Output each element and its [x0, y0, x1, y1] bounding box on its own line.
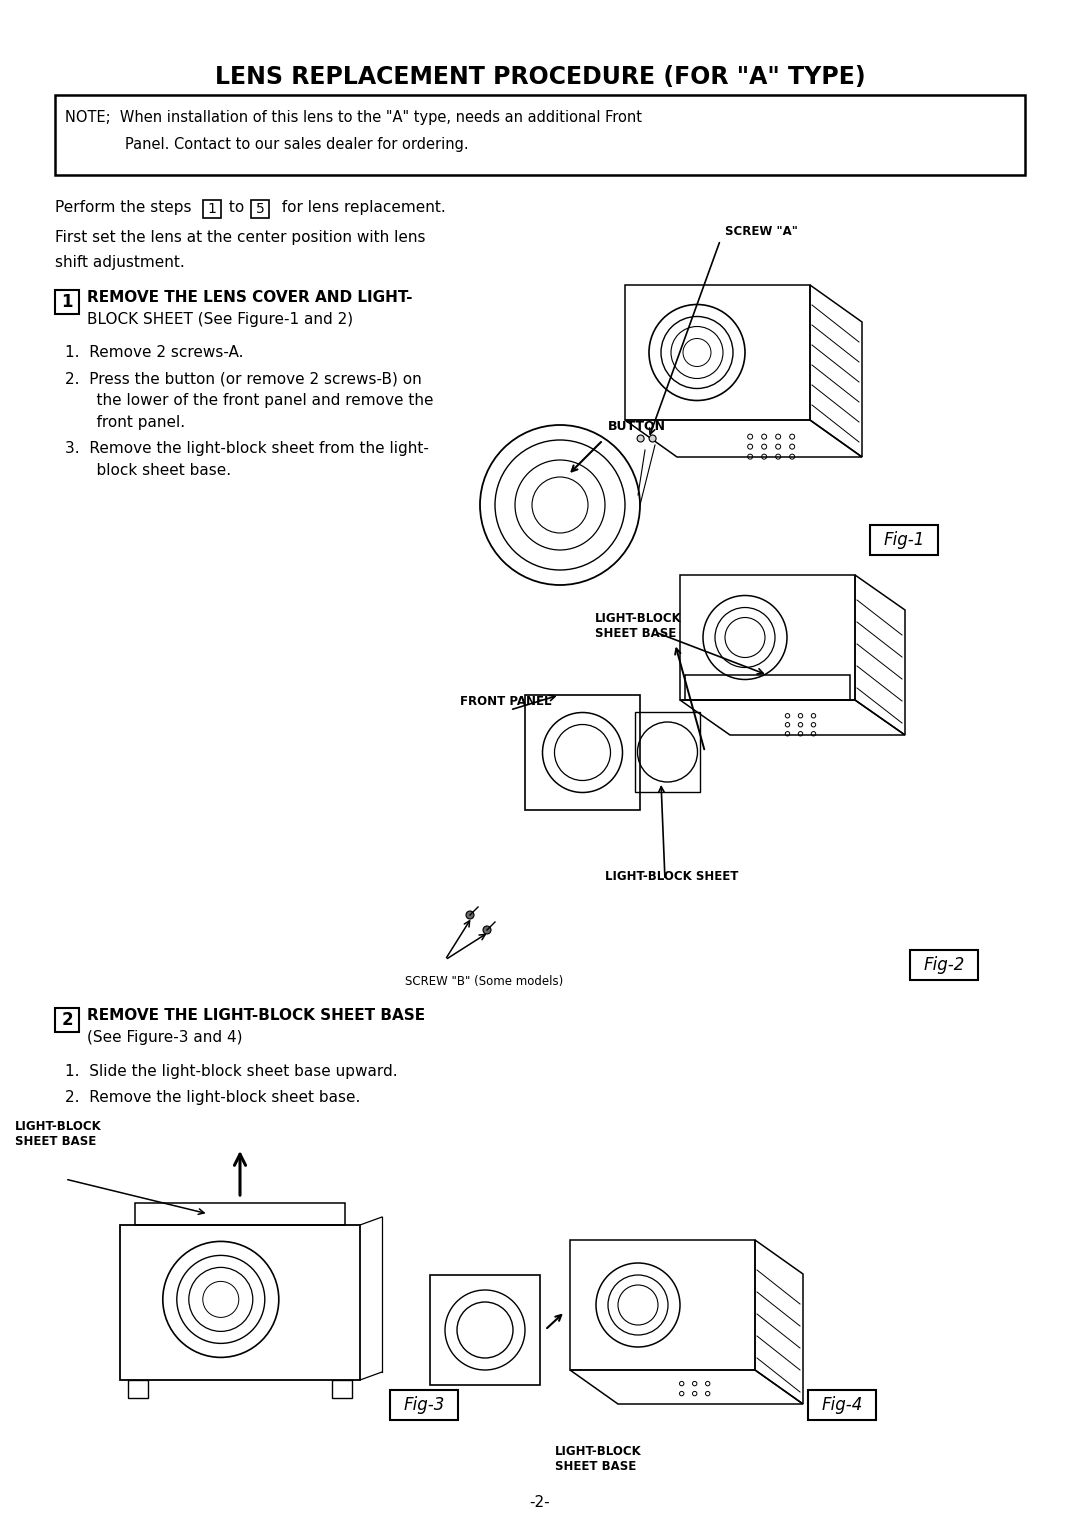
Text: 2.  Press the button (or remove 2 screws-B) on: 2. Press the button (or remove 2 screws-… — [65, 371, 422, 387]
Text: LIGHT-BLOCK
SHEET BASE: LIGHT-BLOCK SHEET BASE — [555, 1445, 642, 1473]
Text: block sheet base.: block sheet base. — [77, 463, 231, 478]
Text: (See Figure-3 and 4): (See Figure-3 and 4) — [87, 1030, 243, 1045]
Text: First set the lens at the center position with lens: First set the lens at the center positio… — [55, 231, 426, 244]
Text: 1: 1 — [62, 293, 72, 312]
Text: Panel. Contact to our sales dealer for ordering.: Panel. Contact to our sales dealer for o… — [125, 138, 469, 151]
Text: REMOVE THE LENS COVER AND LIGHT-: REMOVE THE LENS COVER AND LIGHT- — [87, 290, 413, 306]
Text: front panel.: front panel. — [77, 416, 185, 429]
Bar — [635, 712, 700, 792]
Text: FRONT PANEL: FRONT PANEL — [460, 695, 552, 707]
Text: LIGHT-BLOCK SHEET: LIGHT-BLOCK SHEET — [605, 869, 739, 883]
Text: SCREW "B" (Some models): SCREW "B" (Some models) — [405, 975, 564, 989]
Text: BLOCK SHEET (See Figure-1 and 2): BLOCK SHEET (See Figure-1 and 2) — [87, 312, 353, 327]
Text: to: to — [224, 200, 249, 215]
Bar — [525, 695, 640, 810]
Text: the lower of the front panel and remove the: the lower of the front panel and remove … — [77, 393, 433, 408]
Text: BUTTON: BUTTON — [608, 420, 666, 432]
Bar — [685, 675, 850, 700]
Text: Fig-1: Fig-1 — [883, 532, 924, 549]
Bar — [55, 95, 1025, 176]
Text: SCREW "A": SCREW "A" — [726, 225, 798, 238]
Circle shape — [465, 911, 474, 918]
Text: LIGHT-BLOCK
SHEET BASE: LIGHT-BLOCK SHEET BASE — [595, 613, 681, 640]
Text: LENS REPLACEMENT PROCEDURE (FOR "A" TYPE): LENS REPLACEMENT PROCEDURE (FOR "A" TYPE… — [215, 66, 865, 89]
Text: -2-: -2- — [529, 1494, 551, 1510]
Text: Fig-3: Fig-3 — [403, 1397, 445, 1413]
Bar — [135, 1203, 345, 1225]
Text: 5: 5 — [256, 202, 265, 215]
Text: 2: 2 — [62, 1012, 72, 1028]
Bar — [129, 1380, 148, 1398]
Text: Fig-2: Fig-2 — [923, 957, 964, 973]
Circle shape — [649, 435, 657, 442]
Circle shape — [483, 926, 491, 934]
Text: 1.  Slide the light-block sheet base upward.: 1. Slide the light-block sheet base upwa… — [65, 1063, 397, 1079]
Bar — [251, 200, 269, 219]
Text: 1.  Remove 2 screws-A.: 1. Remove 2 screws-A. — [65, 345, 243, 361]
Bar — [910, 950, 978, 979]
Text: 2.  Remove the light-block sheet base.: 2. Remove the light-block sheet base. — [65, 1089, 361, 1105]
Text: REMOVE THE LIGHT-BLOCK SHEET BASE: REMOVE THE LIGHT-BLOCK SHEET BASE — [87, 1008, 426, 1024]
Bar — [120, 1225, 360, 1380]
Bar — [808, 1390, 876, 1420]
Text: shift adjustment.: shift adjustment. — [55, 255, 185, 270]
Bar — [870, 526, 939, 555]
Text: Perform the steps: Perform the steps — [55, 200, 197, 215]
Bar — [55, 290, 79, 313]
Bar — [390, 1390, 458, 1420]
Bar — [55, 1008, 79, 1031]
Text: LIGHT-BLOCK
SHEET BASE: LIGHT-BLOCK SHEET BASE — [15, 1120, 102, 1148]
Circle shape — [637, 435, 644, 442]
Bar — [203, 200, 221, 219]
Text: 3.  Remove the light-block sheet from the light-: 3. Remove the light-block sheet from the… — [65, 442, 429, 455]
Bar — [332, 1380, 352, 1398]
Text: for lens replacement.: for lens replacement. — [272, 200, 446, 215]
Text: NOTE;  When installation of this lens to the "A" type, needs an additional Front: NOTE; When installation of this lens to … — [65, 110, 642, 125]
Text: Fig-4: Fig-4 — [821, 1397, 863, 1413]
Text: 1: 1 — [207, 202, 216, 215]
Bar — [430, 1274, 540, 1384]
